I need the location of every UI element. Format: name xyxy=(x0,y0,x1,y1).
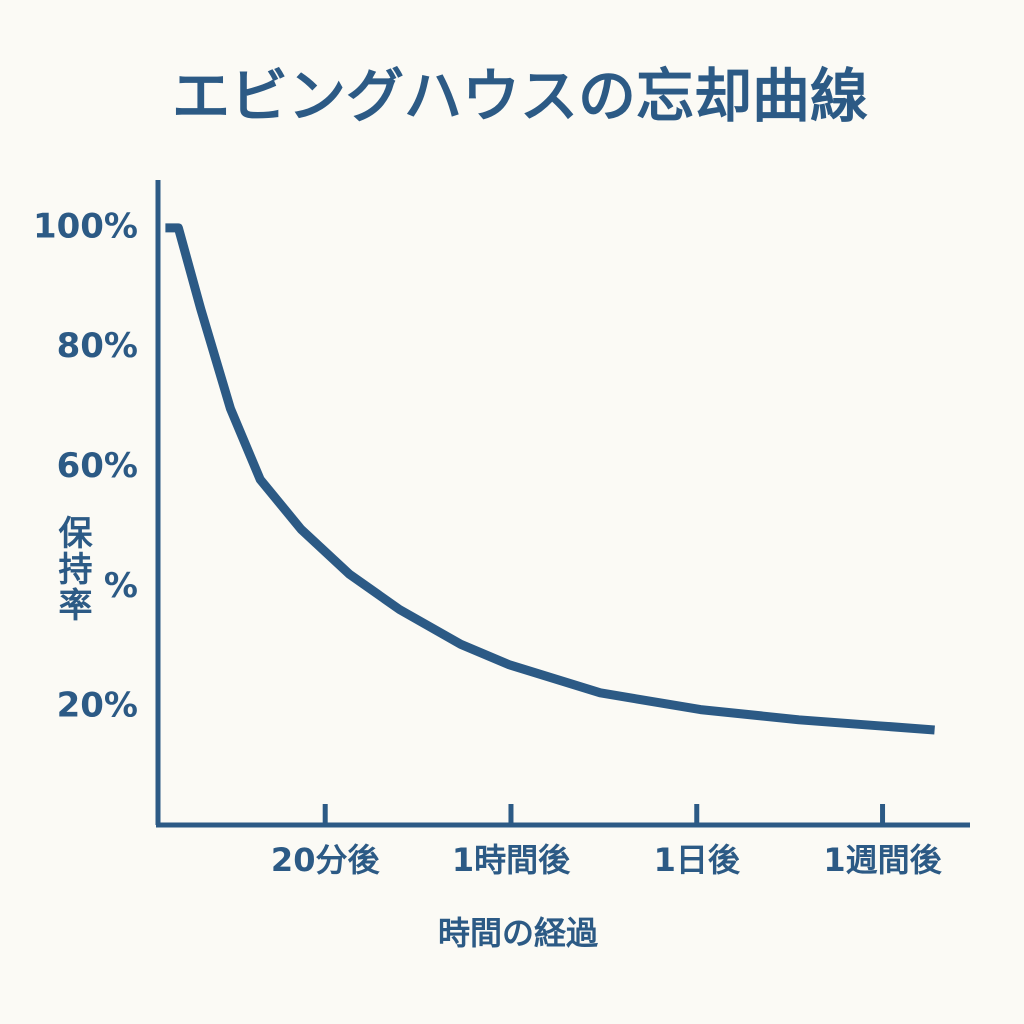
data-line xyxy=(165,223,935,735)
y-tick-label: 80% xyxy=(57,326,138,366)
y-tick-label: 100% xyxy=(33,206,138,246)
y-axis-label: 保持率 xyxy=(52,515,92,623)
y-tick-label: 20% xyxy=(57,686,138,726)
x-tick-label: 1日後 xyxy=(654,841,741,879)
x-tick-label: 1週間後 xyxy=(823,841,942,879)
x-axis-label: 時間の経過 xyxy=(438,914,599,952)
x-tick-label: 20分後 xyxy=(271,841,381,879)
y-tick-label: 60% xyxy=(57,446,138,486)
x-tick-label: 1時間後 xyxy=(452,841,571,879)
chart-title: エビングハウスの忘却曲線 xyxy=(172,62,868,130)
y-tick-label: % xyxy=(104,566,138,606)
